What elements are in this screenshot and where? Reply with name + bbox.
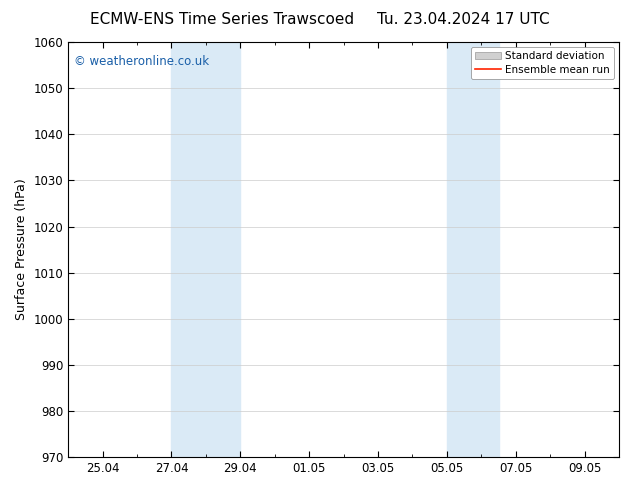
Text: Tu. 23.04.2024 17 UTC: Tu. 23.04.2024 17 UTC bbox=[377, 12, 549, 27]
Y-axis label: Surface Pressure (hPa): Surface Pressure (hPa) bbox=[15, 179, 28, 320]
Legend: Standard deviation, Ensemble mean run: Standard deviation, Ensemble mean run bbox=[470, 47, 614, 79]
Text: ECMW-ENS Time Series Trawscoed: ECMW-ENS Time Series Trawscoed bbox=[90, 12, 354, 27]
Bar bbox=[171, 42, 240, 457]
Text: © weatheronline.co.uk: © weatheronline.co.uk bbox=[74, 54, 209, 68]
Bar bbox=[447, 42, 498, 457]
